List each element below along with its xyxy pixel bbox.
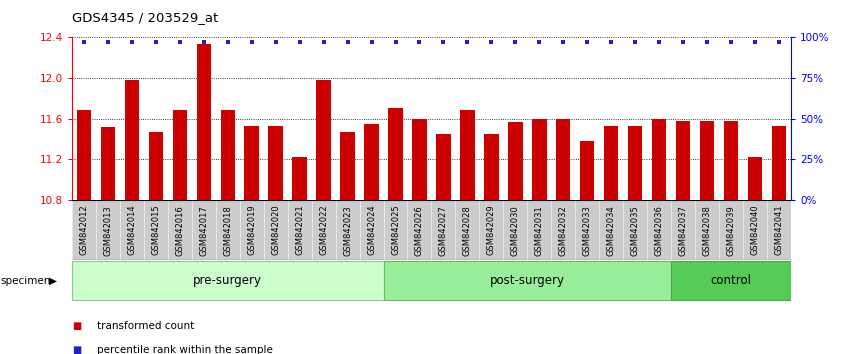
Text: GSM842022: GSM842022 — [319, 205, 328, 256]
Bar — [124, 80, 139, 200]
Bar — [101, 127, 115, 200]
Bar — [676, 121, 690, 200]
Text: GSM842021: GSM842021 — [295, 205, 304, 256]
Bar — [508, 122, 523, 200]
Bar — [196, 44, 211, 200]
Text: GSM842024: GSM842024 — [367, 205, 376, 256]
Bar — [484, 134, 498, 200]
Text: GSM842031: GSM842031 — [535, 205, 544, 256]
Text: GSM842012: GSM842012 — [80, 205, 88, 256]
Bar — [268, 126, 283, 200]
Bar — [652, 119, 667, 200]
Bar — [532, 119, 547, 200]
Bar — [293, 157, 307, 200]
Bar — [556, 119, 570, 200]
Text: pre-surgery: pre-surgery — [193, 274, 262, 287]
Text: ▶: ▶ — [49, 275, 57, 286]
Text: GSM842013: GSM842013 — [103, 205, 113, 256]
Text: GDS4345 / 203529_at: GDS4345 / 203529_at — [72, 11, 218, 24]
Bar — [72, 261, 383, 300]
Bar — [340, 132, 354, 200]
Text: GSM842023: GSM842023 — [343, 205, 352, 256]
Text: GSM842014: GSM842014 — [128, 205, 136, 256]
Text: GSM842029: GSM842029 — [487, 205, 496, 256]
Text: GSM842038: GSM842038 — [703, 205, 711, 256]
Text: ■: ■ — [72, 321, 81, 331]
Text: GSM842041: GSM842041 — [775, 205, 783, 256]
Bar — [628, 126, 642, 200]
Bar — [221, 110, 235, 200]
Text: GSM842040: GSM842040 — [750, 205, 760, 256]
Bar — [724, 121, 739, 200]
Bar — [149, 132, 163, 200]
Text: GSM842027: GSM842027 — [439, 205, 448, 256]
Text: GSM842030: GSM842030 — [511, 205, 519, 256]
Bar — [671, 261, 791, 300]
Text: GSM842017: GSM842017 — [200, 205, 208, 256]
Text: GSM842028: GSM842028 — [463, 205, 472, 256]
Bar — [772, 126, 786, 200]
Text: transformed count: transformed count — [97, 321, 195, 331]
Bar — [412, 119, 426, 200]
Bar — [580, 141, 595, 200]
Text: GSM842015: GSM842015 — [151, 205, 160, 256]
Text: control: control — [711, 274, 751, 287]
Text: GSM842036: GSM842036 — [655, 205, 663, 256]
Text: GSM842020: GSM842020 — [272, 205, 280, 256]
Text: GSM842016: GSM842016 — [175, 205, 184, 256]
Bar — [388, 108, 403, 200]
Text: specimen: specimen — [1, 275, 52, 286]
Bar — [700, 121, 714, 200]
Text: percentile rank within the sample: percentile rank within the sample — [97, 346, 273, 354]
Text: GSM842019: GSM842019 — [247, 205, 256, 256]
Text: GSM842025: GSM842025 — [391, 205, 400, 256]
Bar — [383, 261, 671, 300]
Text: GSM842034: GSM842034 — [607, 205, 616, 256]
Bar — [748, 157, 762, 200]
Bar — [437, 134, 451, 200]
Text: GSM842032: GSM842032 — [559, 205, 568, 256]
Bar — [244, 126, 259, 200]
Text: ■: ■ — [72, 346, 81, 354]
Bar — [173, 110, 187, 200]
Text: GSM842018: GSM842018 — [223, 205, 232, 256]
Bar — [316, 80, 331, 200]
Bar — [77, 110, 91, 200]
Text: GSM842026: GSM842026 — [415, 205, 424, 256]
Text: GSM842039: GSM842039 — [727, 205, 735, 256]
Text: post-surgery: post-surgery — [490, 274, 565, 287]
Text: GSM842035: GSM842035 — [631, 205, 640, 256]
Bar — [604, 126, 618, 200]
Text: GSM842033: GSM842033 — [583, 205, 591, 256]
Text: GSM842037: GSM842037 — [678, 205, 688, 256]
Bar — [365, 124, 379, 200]
Bar — [460, 110, 475, 200]
